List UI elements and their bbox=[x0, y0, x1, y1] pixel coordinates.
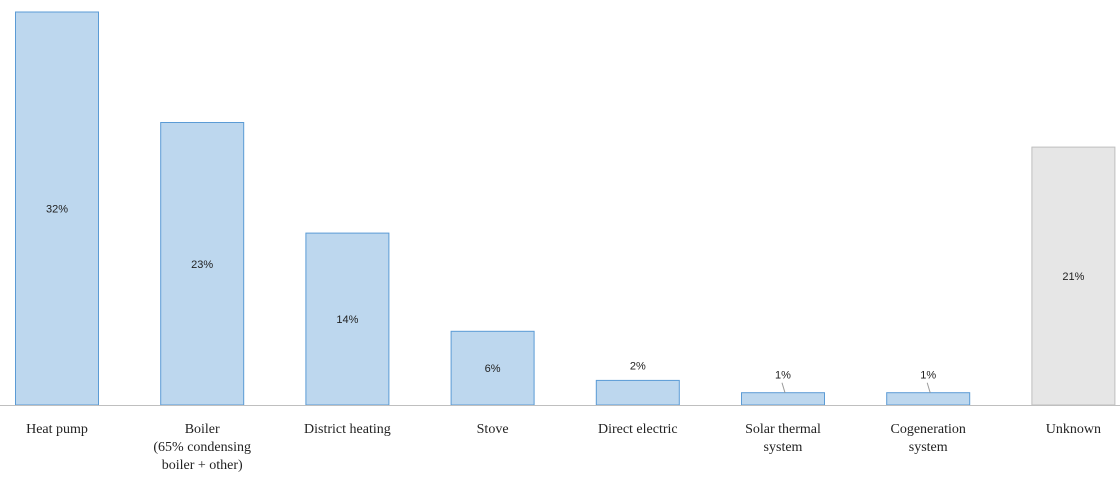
bar-4 bbox=[595, 379, 680, 406]
category-label-0: Heat pump bbox=[26, 422, 88, 437]
value-label-0: 32% bbox=[46, 204, 68, 216]
bar-3 bbox=[450, 330, 535, 406]
value-label-6: 1% bbox=[920, 370, 936, 382]
value-label-1: 23% bbox=[191, 259, 213, 271]
category-label-2: District heating bbox=[304, 422, 391, 437]
value-label-7: 21% bbox=[1062, 271, 1084, 283]
bar-1 bbox=[160, 122, 245, 406]
bar-2 bbox=[305, 232, 390, 406]
value-label-5: 1% bbox=[775, 370, 791, 382]
bar-0 bbox=[15, 11, 99, 406]
value-label-2: 14% bbox=[336, 314, 358, 326]
bar-7 bbox=[1031, 146, 1116, 406]
category-label-5: Solar thermal system bbox=[745, 422, 821, 455]
category-label-3: Stove bbox=[477, 422, 509, 437]
leader-line-5 bbox=[781, 382, 786, 393]
bar-5 bbox=[741, 392, 825, 406]
category-label-6: Cogeneration system bbox=[890, 422, 965, 455]
category-label-4: Direct electric bbox=[598, 422, 678, 437]
category-label-7: Unknown bbox=[1046, 422, 1101, 437]
value-label-3: 6% bbox=[485, 363, 501, 375]
leader-line-6 bbox=[926, 382, 931, 393]
category-label-1: Boiler (65% condensing boiler + other) bbox=[153, 422, 251, 473]
value-label-4: 2% bbox=[630, 360, 646, 372]
bar-6 bbox=[886, 392, 971, 406]
